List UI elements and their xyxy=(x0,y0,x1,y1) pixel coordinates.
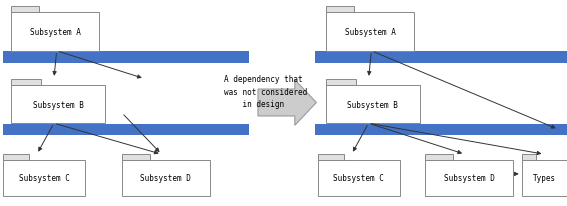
Bar xyxy=(122,160,210,196)
Bar xyxy=(11,13,99,52)
Text: Subsystem A: Subsystem A xyxy=(30,28,81,37)
Bar xyxy=(3,52,249,63)
Bar xyxy=(3,124,249,136)
Polygon shape xyxy=(258,80,316,126)
Bar xyxy=(425,154,454,160)
Bar xyxy=(318,160,400,196)
Bar xyxy=(3,160,85,196)
Bar xyxy=(326,13,414,52)
Bar xyxy=(11,85,105,124)
Text: Subsystem D: Subsystem D xyxy=(444,173,494,183)
Bar xyxy=(11,7,40,13)
Bar xyxy=(326,7,354,13)
Bar xyxy=(522,154,536,160)
Text: A dependency that
was not considered
    in design: A dependency that was not considered in … xyxy=(224,75,307,109)
Bar xyxy=(425,160,513,196)
Text: Subsystem C: Subsystem C xyxy=(333,173,384,183)
Text: Subsystem B: Subsystem B xyxy=(348,100,398,109)
Bar xyxy=(122,154,150,160)
Text: Types: Types xyxy=(533,173,556,183)
Text: Subsystem A: Subsystem A xyxy=(345,28,395,37)
Bar xyxy=(315,52,567,63)
Bar xyxy=(522,160,567,196)
Bar xyxy=(326,79,356,85)
Bar xyxy=(315,124,567,136)
Bar xyxy=(11,79,41,85)
Bar xyxy=(326,85,420,124)
Bar xyxy=(318,154,344,160)
Bar xyxy=(3,154,29,160)
Text: Subsystem D: Subsystem D xyxy=(141,173,191,183)
Text: Subsystem C: Subsystem C xyxy=(19,173,69,183)
Text: Subsystem B: Subsystem B xyxy=(33,100,83,109)
